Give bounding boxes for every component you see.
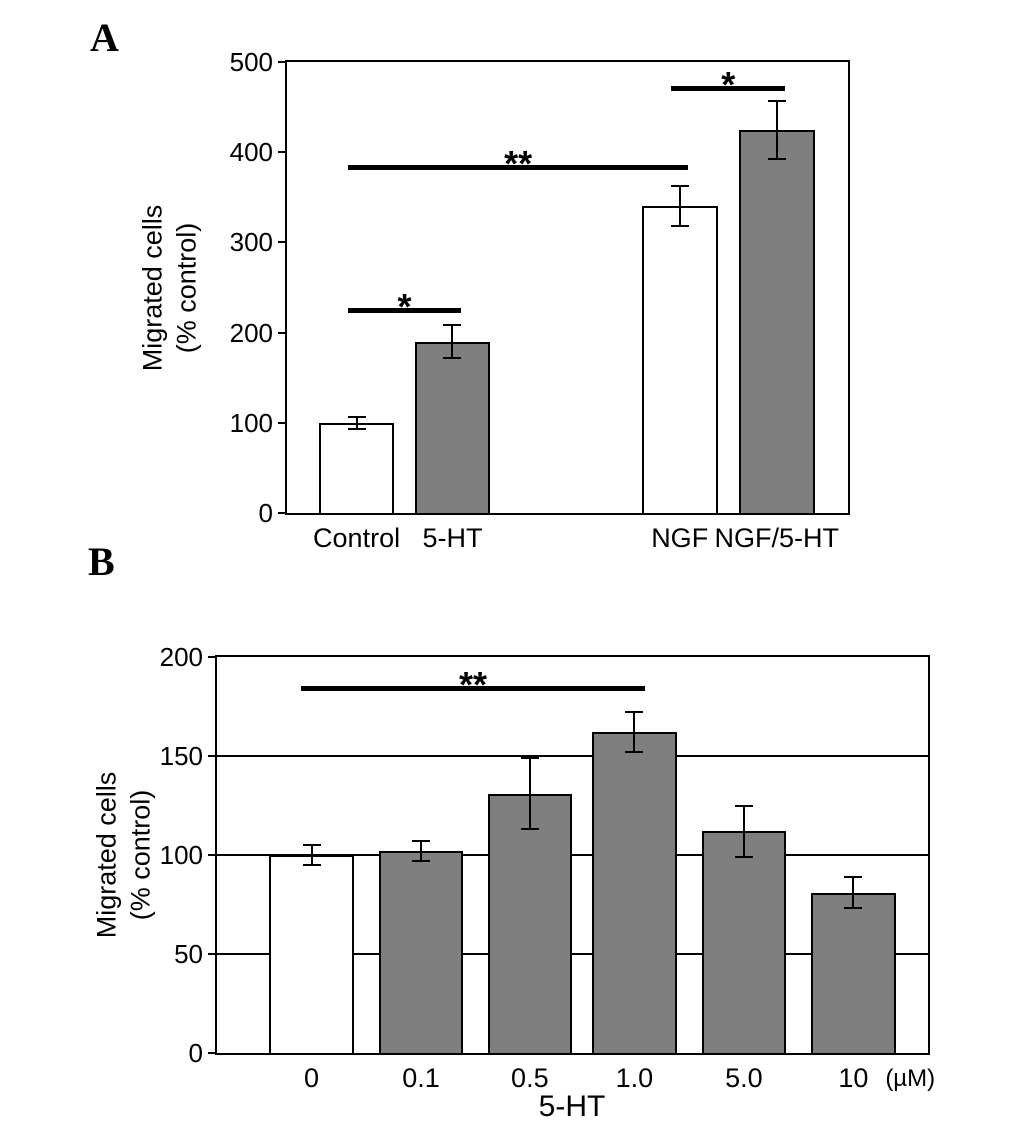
y-tick-mark <box>278 151 287 154</box>
x-tick-label-ngf-5-ht: NGF/5-HT <box>714 523 840 553</box>
error-bar-cap <box>767 99 786 102</box>
error-bar-cap <box>412 859 431 862</box>
x-tick-label-0-1: 0.1 <box>402 1063 440 1093</box>
panel-a-ylabel-line1: Migrated cells <box>137 204 168 372</box>
error-bar-cap <box>302 844 321 847</box>
error-bar-ngf-5-ht <box>775 100 778 159</box>
y-tick-label: 0 <box>258 498 273 528</box>
significance-line-2 <box>671 85 786 91</box>
y-tick-label: 50 <box>174 939 203 969</box>
bar-ngf <box>641 206 718 513</box>
y-tick-mark <box>278 421 287 424</box>
error-bar-cap <box>844 875 863 878</box>
significance-line-0 <box>300 685 645 691</box>
bar-5-ht <box>414 341 491 513</box>
error-bar-cap <box>520 828 539 831</box>
panel-a-ylabel-line2: (% control) <box>171 222 201 354</box>
panel-a-plot: 0 100 200 300 400 500 Control 5-HT NGF NGF/5-HT * *… <box>230 49 850 553</box>
bar-0-5 <box>487 793 573 1053</box>
x-axis-unit: (µM) <box>885 1065 936 1092</box>
error-bar-cap <box>520 756 539 759</box>
bar-10 <box>811 892 896 1053</box>
error-bar-cap <box>625 711 644 714</box>
error-bar-cap <box>443 356 462 359</box>
panel-b-y-axis-label: Migrated cells (% control) <box>90 772 158 939</box>
error-bar-cap <box>734 804 753 807</box>
error-bar-control <box>355 416 358 430</box>
y-tick-label: 100 <box>159 840 203 870</box>
panel-b-ylabel-line1: Migrated cells <box>91 771 122 939</box>
x-tick-label-0-5: 0.5 <box>511 1063 549 1093</box>
significance-line-0 <box>348 307 461 313</box>
bar-5-0 <box>701 831 787 1053</box>
y-tick-label: 400 <box>229 137 273 168</box>
error-bar-0-5 <box>528 758 531 830</box>
y-tick-label: 300 <box>229 227 273 258</box>
panel-a-y-axis-label: Migrated cells (% control) <box>136 205 204 372</box>
error-bar-cap <box>347 428 366 431</box>
y-tick-label: 200 <box>159 642 203 672</box>
significance-label-0: * <box>397 285 412 327</box>
x-tick-label-5-0: 5.0 <box>725 1063 763 1093</box>
bar-ngf-5-ht <box>738 129 815 513</box>
y-tick-mark <box>208 755 217 757</box>
significance-label-1: ** <box>504 143 533 185</box>
error-bar-cap <box>734 855 753 858</box>
error-bar-cap <box>302 863 321 866</box>
significance-label-0: ** <box>458 663 487 705</box>
x-tick-label-10: 10 <box>838 1063 869 1093</box>
y-tick-label: 200 <box>229 317 273 348</box>
gridline-150 <box>217 755 928 757</box>
y-tick-label: 0 <box>188 1038 203 1068</box>
error-bar-cap <box>412 840 431 843</box>
error-bar-cap <box>767 157 786 160</box>
panel-b-label: B <box>88 539 115 584</box>
y-tick-label: 100 <box>229 407 273 438</box>
y-tick-mark <box>278 331 287 334</box>
error-bar-cap <box>347 415 366 418</box>
error-bar-ngf <box>678 186 681 227</box>
significance-label-2: * <box>721 63 736 105</box>
error-bar-10 <box>852 876 855 909</box>
x-tick-label-5-ht: 5-HT <box>422 523 483 553</box>
y-tick-mark <box>208 1052 217 1054</box>
bar-control <box>318 422 395 513</box>
y-tick-label: 500 <box>229 47 273 77</box>
y-tick-mark <box>278 61 287 63</box>
x-tick-label-ngf: NGF <box>651 523 709 553</box>
error-bar-0-1 <box>420 841 423 861</box>
error-bar-cap <box>625 751 644 754</box>
panel-b-plot: 0 50 100 150 200 0 0.1 0.5 1.0 5.0 10 (µM) ** <box>160 644 936 1093</box>
panel-b-ylabel-line2: (% control) <box>125 789 155 921</box>
error-bar-5-ht <box>451 325 454 358</box>
bar-1-0 <box>592 732 677 1053</box>
error-bar-1-0 <box>633 712 636 753</box>
panel-b-x-axis-title: 5-HT <box>538 1090 606 1123</box>
bar-0 <box>269 855 354 1053</box>
error-bar-cap <box>670 185 689 188</box>
error-bar-cap <box>443 324 462 327</box>
y-tick-mark <box>208 656 217 658</box>
y-tick-mark <box>208 854 217 856</box>
y-tick-mark <box>278 512 287 514</box>
bar-0-1 <box>378 851 464 1053</box>
gridline-100 <box>217 854 928 856</box>
x-tick-label-control: Control <box>313 523 401 553</box>
significance-line-1 <box>348 165 689 171</box>
error-bar-5-0 <box>742 805 745 857</box>
error-bar-0 <box>310 845 313 865</box>
error-bar-cap <box>844 907 863 910</box>
x-tick-label-0: 0 <box>304 1063 320 1093</box>
y-tick-mark <box>278 241 287 244</box>
y-tick-mark <box>208 953 217 955</box>
gridline-50 <box>217 953 928 955</box>
panel-a-label: A <box>90 15 119 60</box>
error-bar-cap <box>670 225 689 228</box>
y-tick-label: 150 <box>159 741 203 771</box>
x-tick-label-1-0: 1.0 <box>615 1063 654 1093</box>
